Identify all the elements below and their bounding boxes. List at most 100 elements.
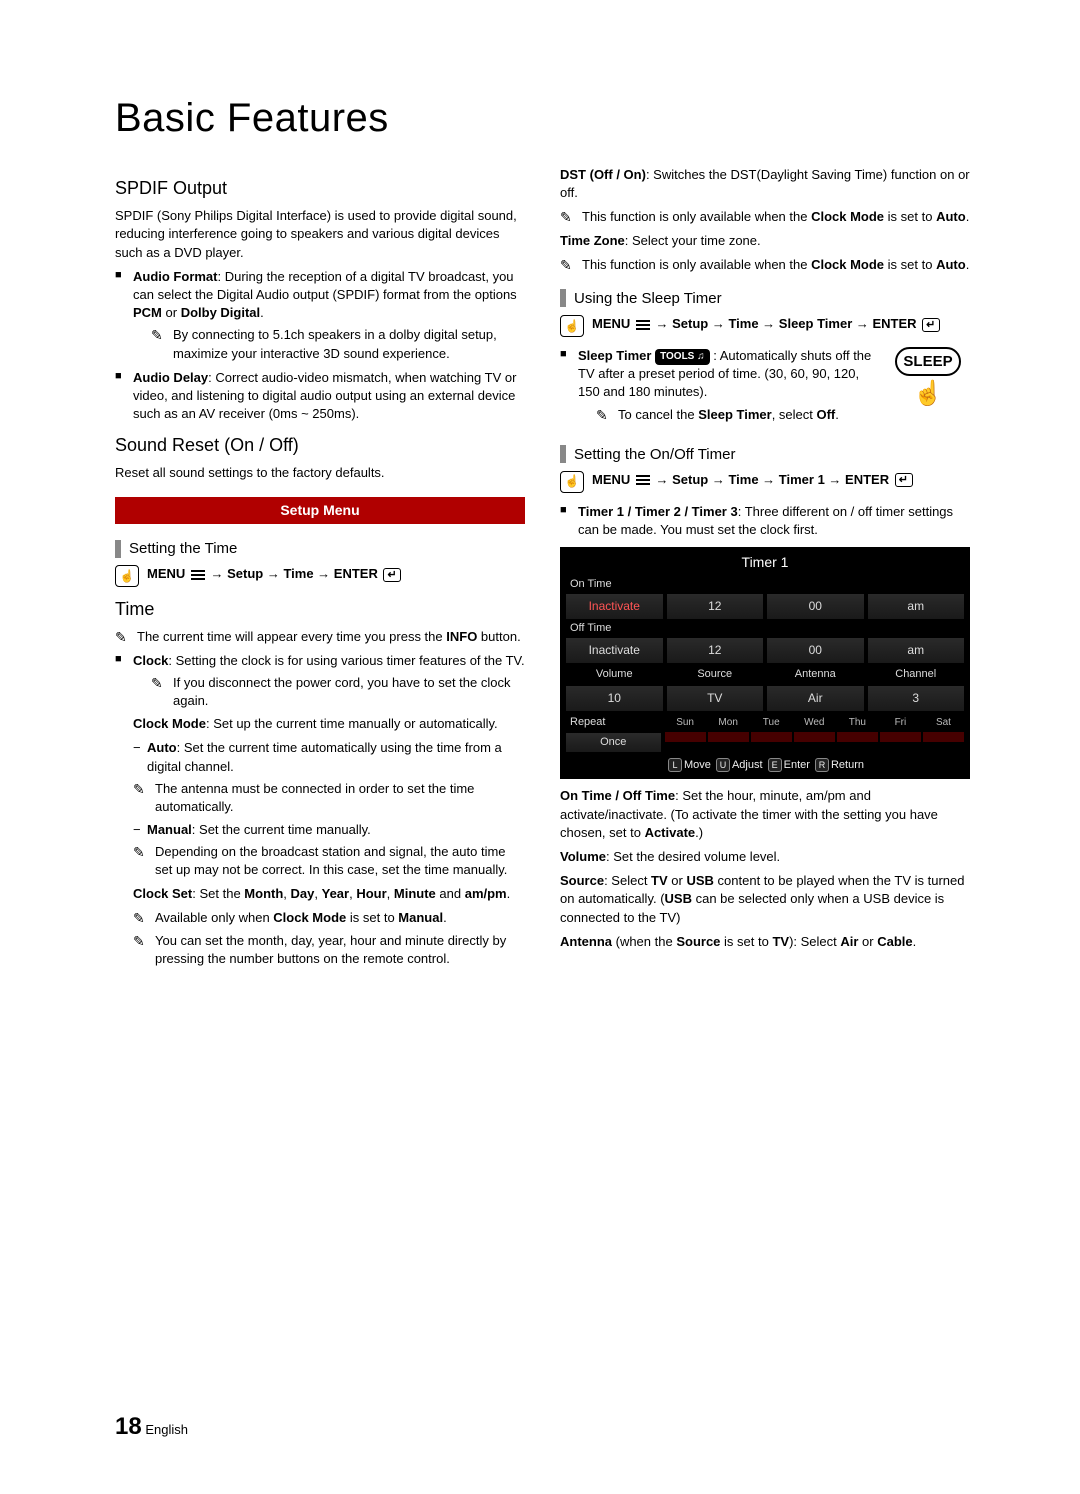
cell-inactivate[interactable]: Inactivate: [566, 594, 663, 619]
dow-mon[interactable]: Mon: [708, 716, 749, 742]
note: You can set the month, day, year, hour a…: [133, 932, 525, 968]
label: Setting the Time: [129, 538, 237, 559]
sleep-item: Sleep Timer TOOLS ♫ : Automatically shut…: [560, 347, 970, 424]
content-columns: SPDIF Output SPDIF (Sony Philips Digital…: [115, 166, 970, 974]
clock-sub1: If you disconnect the power cord, you ha…: [151, 674, 525, 710]
cell-hour[interactable]: 12: [667, 594, 764, 619]
manual-option-list: Manual: Set the current time manually.: [133, 821, 525, 839]
setup-menu-band: Setup Menu: [115, 497, 525, 525]
auto-note: The antenna must be connected in order t…: [133, 780, 525, 816]
dow-tue[interactable]: Tue: [751, 716, 792, 742]
cell-hour[interactable]: 12: [667, 638, 764, 663]
label: Setting the On/Off Timer: [574, 444, 735, 465]
clock-item: Clock: Setting the clock is for using va…: [115, 652, 525, 969]
cell-ant[interactable]: Air: [767, 686, 864, 711]
cell-ampm[interactable]: am: [868, 594, 965, 619]
timer-panel: Timer 1 On Time Inactivate 12 00 am Off …: [560, 547, 970, 779]
notes: By connecting to 5.1ch speakers in a dol…: [151, 326, 525, 362]
onoff-nav: ☝ MENU → Setup → Time → Timer 1 → ENTER: [560, 471, 970, 493]
menu-icon: [636, 475, 650, 485]
dow-sun[interactable]: Sun: [665, 716, 706, 742]
tz-note: This function is only available when the…: [560, 256, 970, 274]
clock-list: Clock: Setting the clock is for using va…: [115, 652, 525, 969]
spdif-item-audio-delay: Audio Delay: Correct audio-video mismatc…: [115, 369, 525, 424]
repeat-row: Repeat Once Sun Mon Tue Wed Thu Fri Sat: [566, 713, 964, 752]
sound-reset-heading: Sound Reset (On / Off): [115, 433, 525, 458]
label: Sleep Timer: [578, 348, 651, 363]
nav-text: MENU → Setup → Time → ENTER: [147, 565, 401, 583]
manual-note: Depending on the broadcast station and s…: [133, 843, 525, 879]
sleep-list: Sleep Timer TOOLS ♫ : Automatically shut…: [560, 347, 970, 424]
enter-icon: [895, 473, 913, 487]
dow-sat[interactable]: Sat: [923, 716, 964, 742]
left-column: SPDIF Output SPDIF (Sony Philips Digital…: [115, 166, 525, 974]
spdif-intro: SPDIF (Sony Philips Digital Interface) i…: [115, 207, 525, 262]
key-u: U: [716, 758, 730, 772]
desc-ant: Antenna (when the Source is set to TV): …: [560, 933, 970, 951]
mid: or: [162, 305, 181, 320]
key-r: R: [815, 758, 829, 772]
repeat-label: Repeat: [570, 715, 661, 730]
onoff-list: Timer 1 / Timer 2 / Timer 3: Three diffe…: [560, 503, 970, 539]
time-note: The current time will appear every time …: [115, 628, 525, 646]
enter-icon: [922, 318, 940, 332]
key-l: L: [668, 758, 682, 772]
note: To cancel the Sleep Timer, select Off.: [596, 406, 970, 424]
cell-ch[interactable]: 3: [868, 686, 965, 711]
spdif-heading: SPDIF Output: [115, 176, 525, 201]
cell-min[interactable]: 00: [767, 638, 864, 663]
desc-vol: Volume: Set the desired volume level.: [560, 848, 970, 866]
dst-note: This function is only available when the…: [560, 208, 970, 226]
off-time-row[interactable]: Inactivate 12 00 am: [566, 638, 964, 663]
page-number: 18: [115, 1413, 142, 1440]
key-e: E: [768, 758, 782, 772]
clock-mode: Clock Mode: Set up the current time manu…: [133, 715, 525, 733]
label: Audio Delay: [133, 370, 208, 385]
clock-set: Clock Set: Set the Month, Day, Year, Hou…: [133, 885, 525, 903]
label: Audio Format: [133, 269, 218, 284]
desc-src: Source: Select TV or USB content to be p…: [560, 872, 970, 927]
h-src: Source: [667, 665, 764, 684]
timer-footer: LMove UAdjust EEnter RReturn: [566, 758, 964, 773]
value-row[interactable]: 10 TV Air 3: [566, 686, 964, 711]
page-footer: 18 English: [115, 1410, 188, 1444]
dow-fri[interactable]: Fri: [880, 716, 921, 742]
on-time-row[interactable]: Inactivate 12 00 am: [566, 594, 964, 619]
hand-icon: ☝: [560, 315, 584, 337]
onoff-heading: Setting the On/Off Timer: [560, 444, 970, 465]
note: If you disconnect the power cord, you ha…: [151, 674, 525, 710]
right-column: DST (Off / On): Switches the DST(Dayligh…: [560, 166, 970, 974]
label: Clock: [133, 653, 168, 668]
sleep-heading: Using the Sleep Timer: [560, 288, 970, 309]
note: The current time will appear every time …: [115, 628, 525, 646]
sound-reset-text: Reset all sound settings to the factory …: [115, 464, 525, 482]
menu-icon: [191, 570, 205, 580]
cell-src[interactable]: TV: [667, 686, 764, 711]
cell-inactivate[interactable]: Inactivate: [566, 638, 663, 663]
note: This function is only available when the…: [560, 208, 970, 226]
timer-panel-title: Timer 1: [566, 553, 964, 573]
cell-once[interactable]: Once: [566, 733, 661, 752]
clock-mode-options: Auto: Set the current time automatically…: [133, 739, 525, 775]
cell-min[interactable]: 00: [767, 594, 864, 619]
menu-icon: [636, 320, 650, 330]
h-vol: Volume: [566, 665, 663, 684]
dow-thu[interactable]: Thu: [837, 716, 878, 742]
cell-vol[interactable]: 10: [566, 686, 663, 711]
dow-wed[interactable]: Wed: [794, 716, 835, 742]
cell-ampm[interactable]: am: [868, 638, 965, 663]
note: By connecting to 5.1ch speakers in a dol…: [151, 326, 525, 362]
page-title: Basic Features: [115, 90, 970, 146]
manual-option: Manual: Set the current time manually.: [133, 821, 525, 839]
note: Available only when Clock Mode is set to…: [133, 909, 525, 927]
setting-time-nav: ☝ MENU → Setup → Time → ENTER: [115, 565, 525, 587]
tail: .: [260, 305, 264, 320]
dst: DST (Off / On): Switches the DST(Dayligh…: [560, 166, 970, 202]
sleep-note: To cancel the Sleep Timer, select Off.: [596, 406, 970, 424]
on-time-label: On Time: [570, 577, 964, 592]
text: : Setting the clock is for using various…: [168, 653, 524, 668]
header-row: Volume Source Antenna Channel: [566, 665, 964, 684]
nav-text: MENU → Setup → Time → Sleep Timer → ENTE…: [592, 315, 940, 333]
label: Using the Sleep Timer: [574, 288, 722, 309]
setting-time-heading: Setting the Time: [115, 538, 525, 559]
